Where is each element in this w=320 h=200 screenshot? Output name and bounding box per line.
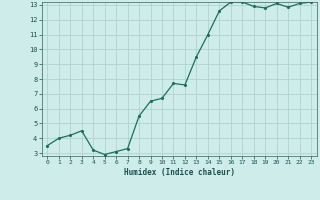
X-axis label: Humidex (Indice chaleur): Humidex (Indice chaleur) <box>124 168 235 177</box>
